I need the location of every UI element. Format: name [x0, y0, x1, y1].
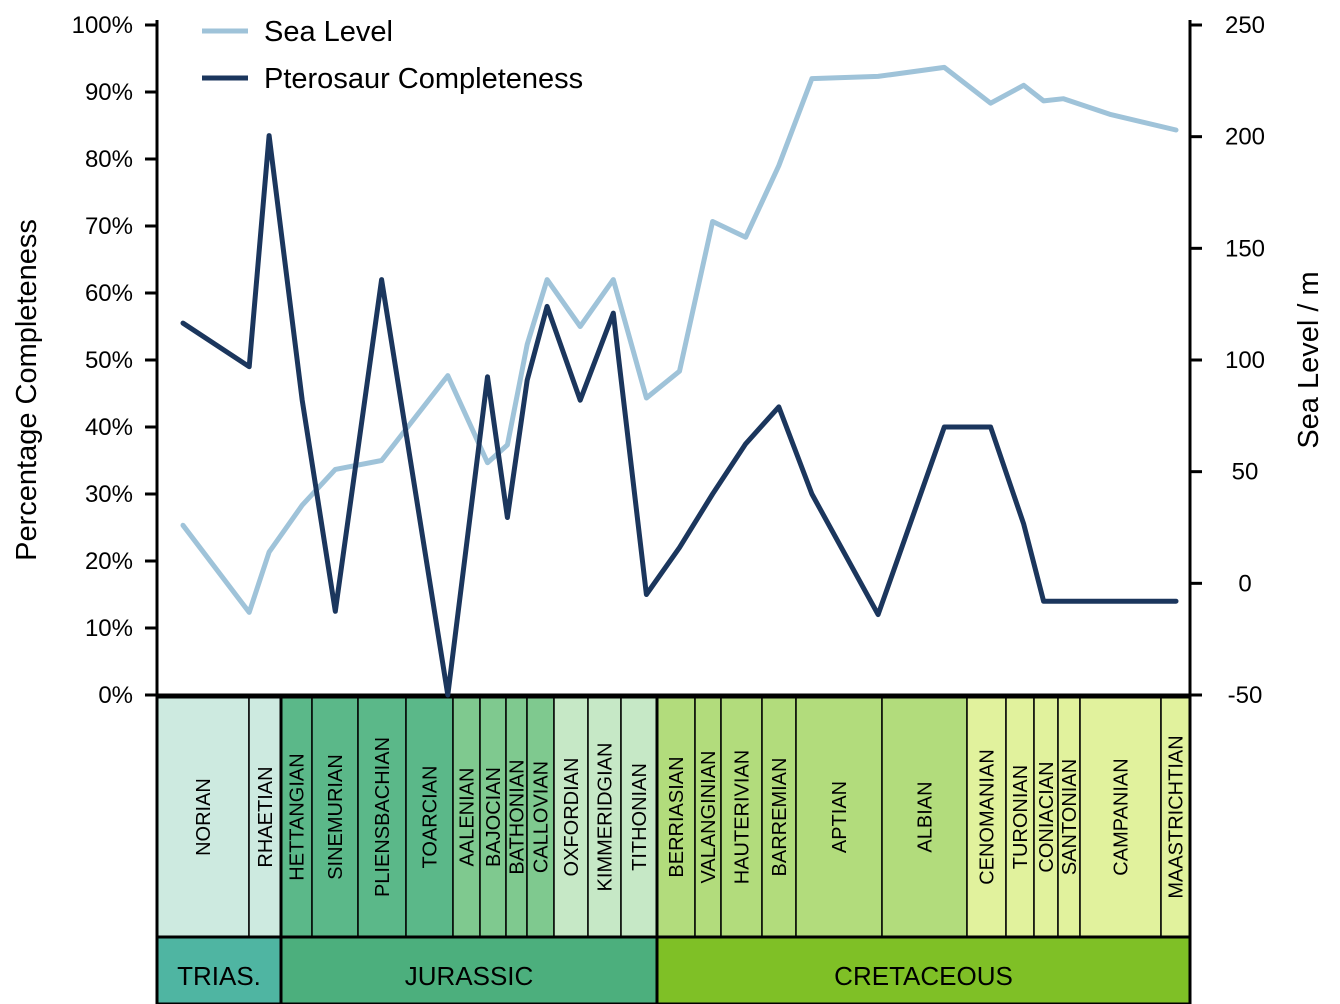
stage-label: CALLOVIAN: [531, 761, 553, 873]
stage-label: APTIAN: [829, 781, 851, 853]
period-cell: [155, 935, 283, 1004]
stage-label: ALBIAN: [915, 781, 937, 852]
left-tick-label: 90%: [85, 79, 133, 106]
stage-cell: [881, 696, 968, 938]
stage-cell: [156, 696, 250, 938]
left-tick-label: 80%: [85, 146, 133, 173]
left-tick-label: 30%: [85, 481, 133, 508]
period-cell: [655, 935, 1192, 1004]
stage-cell: [479, 696, 507, 938]
stage-cell: [526, 696, 555, 938]
series-lines: [180, 64, 1179, 698]
y-axis-title: Percentage Completeness: [11, 219, 43, 561]
left-tick-label: 70%: [85, 213, 133, 240]
period-label: TRIAS.: [177, 961, 261, 991]
left-tick-label: 40%: [85, 414, 133, 441]
right-tick-label: 50: [1232, 459, 1259, 486]
stage-label: TURONIAN: [1010, 765, 1032, 869]
stage-label: CONIACIAN: [1036, 761, 1058, 872]
stage-label: SINEMURIAN: [325, 754, 347, 880]
period-label: JURASSIC: [405, 961, 534, 991]
legend-label: Sea Level: [264, 16, 393, 48]
left-tick-label: 100%: [72, 12, 133, 39]
stage-label: VALANGINIAN: [698, 751, 720, 884]
legend: Sea Level Pterosaur Completeness: [202, 16, 583, 95]
stage-label: HETTANGIAN: [287, 753, 309, 880]
left-tick-label: 10%: [85, 615, 133, 642]
stage-cell: [761, 696, 797, 938]
stage-label: BARREMIAN: [769, 758, 791, 877]
stage-cell: [720, 696, 763, 938]
left-tick-label: 50%: [85, 347, 133, 374]
period-label: CRETACEOUS: [834, 961, 1013, 991]
stage-label: TITHONIAN: [629, 763, 651, 871]
left-tick-label: 0%: [98, 682, 133, 709]
right-tick-label: 250: [1225, 12, 1265, 39]
stage-label: RHAETIAN: [255, 766, 277, 867]
stage-label: OXFORDIAN: [561, 758, 583, 877]
right-tick-label: -50: [1228, 682, 1263, 709]
period-cell: [279, 935, 659, 1004]
sea-level-line: [180, 64, 1179, 615]
right-tick-label: 100: [1225, 347, 1265, 374]
stage-label: SANTONIAN: [1059, 759, 1081, 875]
stage-label: CAMPANIAN: [1111, 758, 1133, 875]
stage-cell: [620, 696, 658, 938]
stage-cell: [1160, 696, 1191, 938]
pterosaur-completeness-line: [180, 133, 1179, 698]
stage-cell: [966, 696, 1007, 938]
stage-cell: [248, 696, 282, 938]
stage-bands: NORIAN RHAETIAN HETTANGIAN SINEMURIAN PLIENS…: [155, 695, 1192, 939]
stage-label: PLIENSBACHIAN: [372, 737, 394, 897]
stage-label: BERRIASIAN: [666, 756, 688, 877]
stage-label: BATHONIAN: [507, 759, 529, 874]
stage-cell: [405, 696, 454, 938]
stage-label: AALENIAN: [457, 768, 479, 867]
stage-label: KIMMERIDGIAN: [595, 743, 617, 892]
axes: 0% 10% 20% 30% 40% 50% 60% 70% 80% 90% 100% -50 0 50 1…: [11, 12, 1325, 709]
stage-cell: [795, 696, 883, 938]
stage-label: BAJOCIAN: [483, 767, 505, 867]
stage-label: HAUTERIVIAN: [732, 750, 754, 884]
stage-label: CENOMANIAN: [977, 749, 999, 885]
period-bands: TRIAS. JURASSIC CRETACEOUS: [155, 697, 1192, 1004]
left-tick-label: 60%: [85, 280, 133, 307]
stage-label: TOARCIAN: [420, 766, 442, 869]
left-tick-label: 20%: [85, 548, 133, 575]
stage-label: MAASTRICHTIAN: [1166, 735, 1188, 898]
stage-label: NORIAN: [193, 778, 215, 856]
right-tick-label: 150: [1225, 235, 1265, 262]
legend-label: Pterosaur Completeness: [264, 63, 583, 95]
y2-axis-title: Sea Level / m: [1293, 271, 1325, 448]
right-tick-label: 0: [1238, 570, 1251, 597]
right-tick-label: 200: [1225, 124, 1265, 151]
